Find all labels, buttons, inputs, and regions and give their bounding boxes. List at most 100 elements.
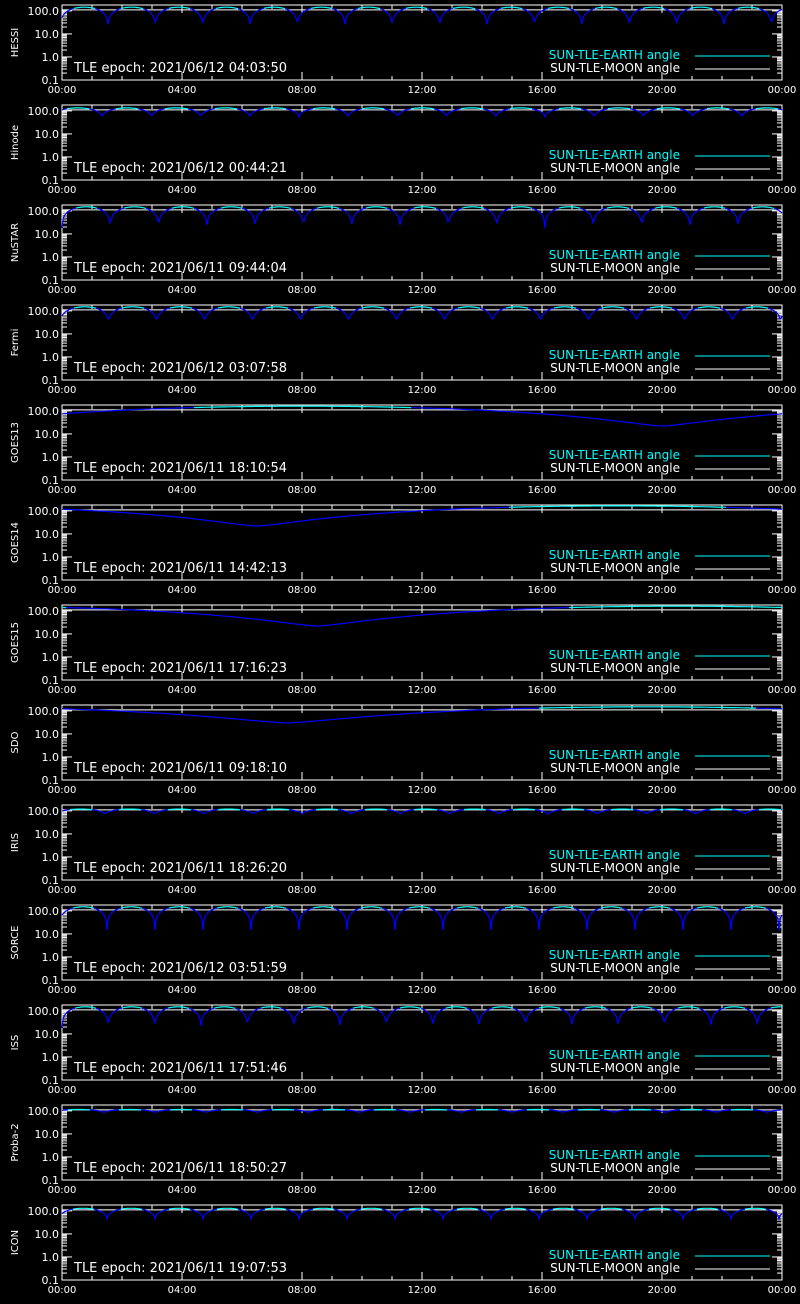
earth-angle-series (585, 1007, 606, 1009)
earth-angle-series (726, 507, 782, 509)
x-tick-label: 00:00 (48, 485, 77, 496)
earth-angle-series (361, 1208, 382, 1209)
earth-angle-series (513, 809, 535, 810)
y-tick-label: 1.0 (42, 351, 60, 364)
x-tick-label: 20:00 (648, 185, 677, 196)
y-tick-label: 1.0 (42, 451, 60, 464)
x-tick-label: 16:00 (528, 1285, 557, 1296)
x-tick-label: 04:00 (168, 285, 197, 296)
earth-angle-series (548, 7, 569, 8)
earth-angle-series (286, 908, 313, 930)
earth-angle-series (526, 908, 553, 930)
x-tick-label: 08:00 (288, 1085, 317, 1096)
x-tick-label: 00:00 (768, 1185, 797, 1196)
earth-angle-series (457, 907, 478, 909)
earth-angle-series (650, 307, 672, 309)
tle-epoch-label: TLE epoch: 2021/06/12 03:07:58 (73, 361, 287, 376)
x-tick-label: 16:00 (528, 485, 557, 496)
earth-angle-series (124, 207, 146, 209)
legend-moon-label: SUN-TLE-MOON angle (550, 661, 680, 675)
x-tick-label: 16:00 (528, 385, 557, 396)
x-tick-label: 00:00 (48, 385, 77, 396)
x-tick-label: 20:00 (648, 385, 677, 396)
x-tick-label: 12:00 (408, 85, 437, 96)
earth-angle-series (745, 1208, 766, 1209)
legend-earth-label: SUN-TLE-EARTH angle (549, 948, 680, 962)
earth-angle-series (215, 108, 237, 109)
x-tick-label: 16:00 (528, 785, 557, 796)
earth-angle-series (467, 1008, 492, 1024)
earth-angle-series (267, 809, 289, 810)
satellite-name: Fermi (10, 329, 21, 357)
earth-angle-series (574, 1209, 601, 1219)
x-tick-label: 12:00 (408, 685, 437, 696)
satellite-name: Hinode (10, 125, 21, 160)
earth-angle-series (462, 207, 484, 209)
x-tick-label: 12:00 (408, 485, 437, 496)
earth-angle-series (265, 907, 286, 909)
tle-epoch-label: TLE epoch: 2021/06/12 00:44:21 (73, 161, 287, 176)
y-tick-label: 1.0 (42, 1051, 60, 1064)
x-tick-label: 08:00 (288, 1285, 317, 1296)
y-tick-label: 10.0 (35, 728, 60, 741)
x-tick-label: 00:00 (768, 185, 797, 196)
x-tick-label: 12:00 (408, 1185, 437, 1196)
earth-angle-series (553, 1208, 574, 1209)
legend-moon-label: SUN-TLE-MOON angle (550, 1261, 680, 1275)
satellite-name: NuSTAR (10, 223, 21, 262)
earth-angle-series (168, 1007, 189, 1009)
x-tick-label: 08:00 (288, 85, 317, 96)
x-tick-label: 12:00 (408, 1285, 437, 1296)
x-tick-label: 00:00 (768, 85, 797, 96)
y-tick-label: 100.0 (28, 905, 60, 918)
legend-moon-label: SUN-TLE-MOON angle (550, 1061, 680, 1075)
x-tick-label: 20:00 (648, 485, 677, 496)
earth-angle-series (94, 1209, 121, 1219)
legend-moon-label: SUN-TLE-MOON angle (550, 1161, 680, 1175)
earth-angle-series (505, 1208, 526, 1209)
y-tick-label: 1.0 (42, 251, 60, 264)
y-tick-label: 10.0 (35, 328, 60, 341)
earth-angle-series (553, 907, 574, 909)
earth-angle-series (217, 1208, 238, 1209)
earth-angle-series (738, 7, 759, 9)
earth-angle-series (458, 307, 480, 309)
earth-angle-series (190, 908, 217, 930)
earth-angle-series (142, 1209, 169, 1219)
earth-angle-series (660, 809, 683, 810)
x-tick-label: 20:00 (648, 285, 677, 296)
earth-angle-series (526, 1209, 553, 1219)
y-tick-label: 1.0 (42, 751, 60, 764)
legend-moon-label: SUN-TLE-MOON angle (550, 461, 680, 475)
earth-angle-series (169, 1208, 190, 1209)
earth-angle-series (602, 307, 624, 309)
earth-angle-series (718, 1209, 745, 1219)
x-tick-label: 16:00 (528, 1085, 557, 1096)
x-tick-label: 16:00 (528, 585, 557, 596)
legend-earth-label: SUN-TLE-EARTH angle (549, 1248, 680, 1262)
x-tick-label: 00:00 (48, 1285, 77, 1296)
x-tick-label: 04:00 (168, 1185, 197, 1196)
earth-angle-series (649, 907, 670, 909)
satellite-name: IRIS (10, 833, 21, 852)
y-tick-label: 10.0 (35, 828, 60, 841)
earth-angle-series (168, 809, 191, 810)
x-tick-label: 00:00 (768, 685, 797, 696)
earth-angle-series (453, 7, 475, 9)
earth-angle-series (122, 1007, 142, 1009)
earth-angle-series (560, 1008, 585, 1024)
y-tick-label: 100.0 (28, 105, 60, 118)
earth-angle-series (664, 9, 690, 23)
tle-epoch-label: TLE epoch: 2021/06/12 03:51:59 (73, 961, 287, 976)
x-tick-label: 20:00 (648, 985, 677, 996)
earth-angle-series (698, 307, 720, 309)
x-tick-label: 20:00 (648, 1085, 677, 1096)
earth-angle-series (759, 809, 781, 810)
y-tick-label: 1.0 (42, 951, 60, 964)
earth-angle-series (611, 809, 633, 810)
earth-angle-series (165, 108, 188, 109)
earth-angle-series (307, 1007, 328, 1009)
